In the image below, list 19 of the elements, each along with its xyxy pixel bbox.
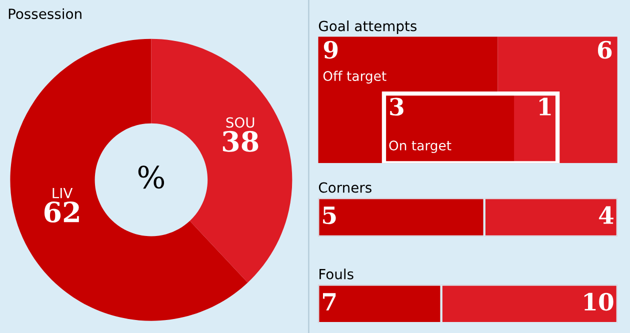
data-label: 4 xyxy=(598,206,614,224)
data-label: 5 xyxy=(323,206,336,224)
data-label: 9 xyxy=(324,40,338,59)
data-label: 62 xyxy=(44,202,79,223)
chart-title: Possession xyxy=(8,8,82,20)
text: Goal attempts xyxy=(318,20,416,34)
slice-label: SOU xyxy=(226,117,254,128)
data-label: 1 xyxy=(540,98,551,116)
data-label: 38 xyxy=(222,130,258,152)
category-label: On target xyxy=(389,140,452,154)
data-label: 10 xyxy=(584,292,614,311)
chart-title: Corners xyxy=(318,182,372,193)
data-label: 6 xyxy=(598,40,612,59)
data-label: 3 xyxy=(390,98,404,116)
category-label: Off target xyxy=(323,70,386,84)
data-label: 7 xyxy=(323,293,336,310)
chart-title: Fouls xyxy=(320,268,354,280)
slice-label: LIV xyxy=(52,188,73,198)
text: % xyxy=(138,166,164,189)
